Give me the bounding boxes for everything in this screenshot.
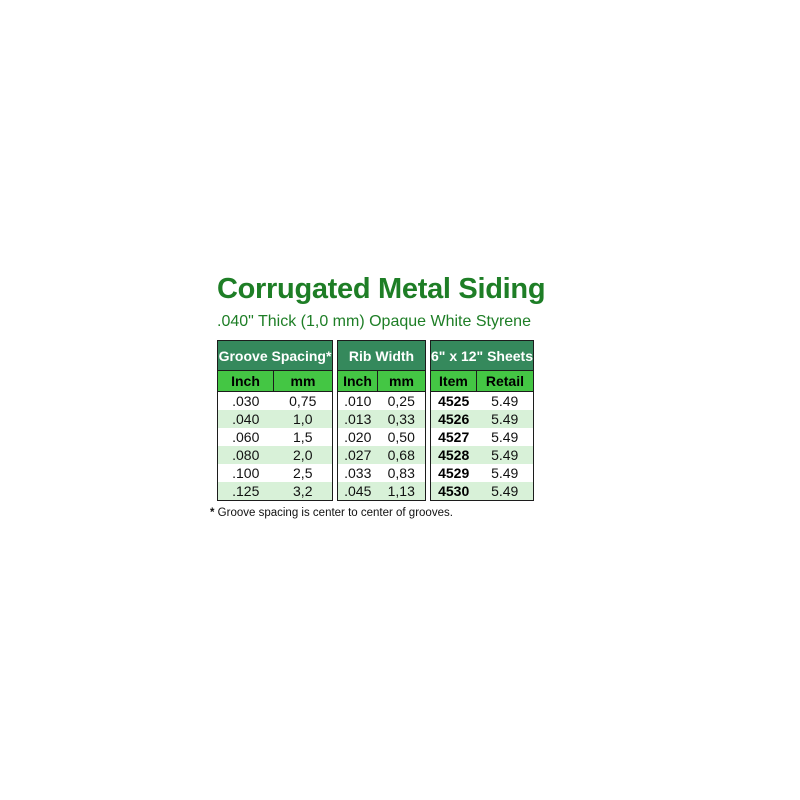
cell-retail-price: 5.49	[476, 446, 534, 464]
table-row: .040 1,0	[217, 410, 333, 428]
table-row: .060 1,5	[217, 428, 333, 446]
cell-retail-price: 5.49	[476, 464, 534, 482]
cell-item-number: 4528	[430, 446, 477, 464]
footnote-marker: *	[210, 507, 215, 519]
cell-rib-mm: 0,50	[377, 428, 426, 446]
table-row: .033 0,83	[337, 464, 426, 482]
page-title: Corrugated Metal Siding	[217, 273, 546, 305]
page-subtitle: .040" Thick (1,0 mm) Opaque White Styren…	[217, 313, 531, 330]
table-row: .010 0,25	[337, 391, 426, 410]
cell-groove-inch: .060	[217, 428, 274, 446]
cell-rib-inch: .013	[337, 410, 378, 428]
cell-rib-mm: 0,33	[377, 410, 426, 428]
table-group-groove-spacing: Groove Spacing* Inch mm .030 0,75 .040 1…	[217, 340, 333, 501]
cell-rib-inch: .020	[337, 428, 378, 446]
table-row: .100 2,5	[217, 464, 333, 482]
table-row: 4530 5.49	[430, 482, 534, 501]
cell-item-number: 4530	[430, 482, 477, 501]
cell-retail-price: 5.49	[476, 482, 534, 501]
table-row: 4528 5.49	[430, 446, 534, 464]
cell-groove-inch: .100	[217, 464, 274, 482]
cell-item-number: 4525	[430, 391, 477, 410]
table-row: .013 0,33	[337, 410, 426, 428]
column-header-groove-mm: mm	[273, 370, 333, 392]
table-row: 4525 5.49	[430, 391, 534, 410]
cell-rib-mm: 0,68	[377, 446, 426, 464]
cell-groove-inch: .030	[217, 391, 274, 410]
cell-retail-price: 5.49	[476, 391, 534, 410]
cell-groove-inch: .080	[217, 446, 274, 464]
table-row: 4529 5.49	[430, 464, 534, 482]
cell-item-number: 4527	[430, 428, 477, 446]
cell-groove-mm: 2,0	[273, 446, 333, 464]
table-row: .125 3,2	[217, 482, 333, 501]
cell-groove-mm: 1,0	[273, 410, 333, 428]
column-header-item: Item	[430, 370, 477, 392]
column-header-retail: Retail	[475, 370, 534, 392]
product-section: Corrugated Metal Siding .040" Thick (1,0…	[210, 273, 557, 519]
group-header-rib-width: Rib Width	[337, 340, 426, 371]
cell-rib-mm: 0,83	[377, 464, 426, 482]
cell-retail-price: 5.49	[476, 428, 534, 446]
cell-rib-inch: .027	[337, 446, 378, 464]
product-spec-table: Groove Spacing* Inch mm .030 0,75 .040 1…	[217, 340, 557, 501]
cell-item-number: 4526	[430, 410, 477, 428]
column-header-rib-mm: mm	[377, 370, 426, 392]
table-row: .027 0,68	[337, 446, 426, 464]
group-header-groove-spacing: Groove Spacing*	[217, 340, 333, 371]
column-header-rib-inch: Inch	[337, 370, 378, 392]
cell-groove-mm: 1,5	[273, 428, 333, 446]
cell-rib-mm: 0,25	[377, 391, 426, 410]
cell-rib-inch: .045	[337, 482, 378, 501]
table-group-sheets: 6" x 12" Sheets Item Retail 4525 5.49 45…	[430, 340, 534, 501]
cell-groove-mm: 3,2	[273, 482, 333, 501]
cell-rib-inch: .010	[337, 391, 378, 410]
table-row: 4526 5.49	[430, 410, 534, 428]
footnote-text: Groove spacing is center to center of gr…	[214, 507, 453, 519]
group-header-sheets: 6" x 12" Sheets	[430, 340, 534, 371]
column-header-groove-inch: Inch	[217, 370, 274, 392]
table-group-rib-width: Rib Width Inch mm .010 0,25 .013 0,33 .0…	[337, 340, 426, 501]
cell-rib-mm: 1,13	[377, 482, 426, 501]
cell-groove-mm: 0,75	[273, 391, 333, 410]
cell-groove-mm: 2,5	[273, 464, 333, 482]
cell-retail-price: 5.49	[476, 410, 534, 428]
table-row: .080 2,0	[217, 446, 333, 464]
cell-groove-inch: .125	[217, 482, 274, 501]
footnote: * Groove spacing is center to center of …	[210, 507, 557, 519]
table-row: .020 0,50	[337, 428, 426, 446]
table-row: .030 0,75	[217, 391, 333, 410]
cell-groove-inch: .040	[217, 410, 274, 428]
cell-rib-inch: .033	[337, 464, 378, 482]
cell-item-number: 4529	[430, 464, 477, 482]
table-row: .045 1,13	[337, 482, 426, 501]
table-row: 4527 5.49	[430, 428, 534, 446]
